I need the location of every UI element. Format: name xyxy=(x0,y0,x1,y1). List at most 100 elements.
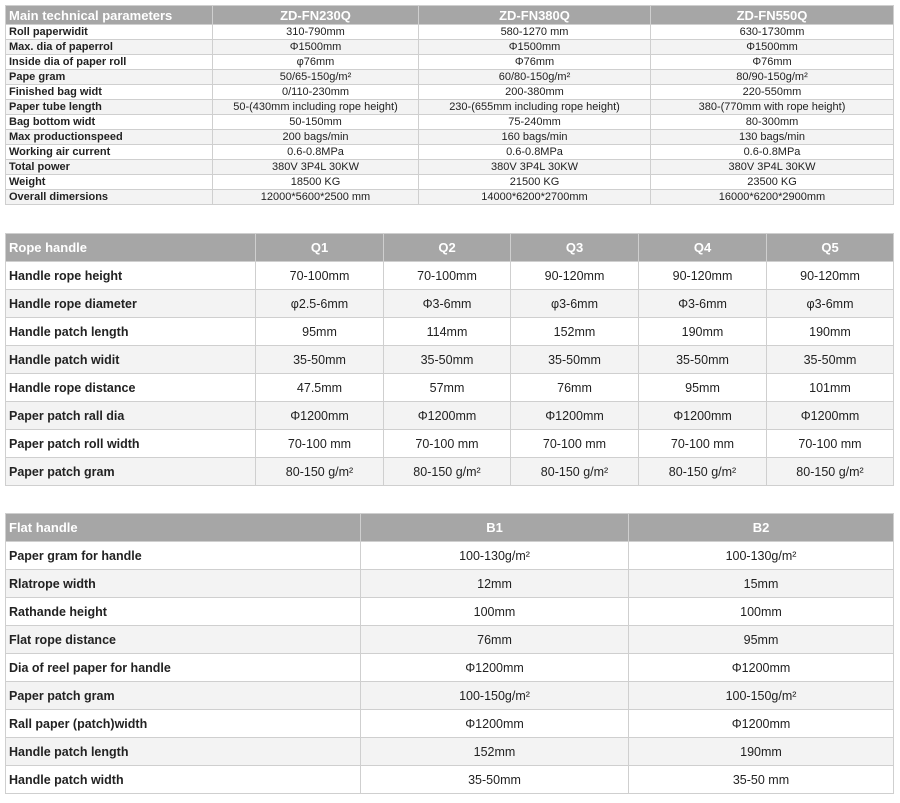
cell-value: 70-100 mm xyxy=(638,429,767,458)
cell-value: 47.5mm xyxy=(255,373,384,402)
cell-value: 12000*5600*2500 mm xyxy=(212,189,419,205)
header-row: Main technical parameters ZD-FN230Q ZD-FN3… xyxy=(5,5,894,25)
cell-value: 80-150 g/m² xyxy=(766,457,894,486)
cell-value: 310-790mm xyxy=(212,24,419,40)
row-label: Handle patch widit xyxy=(5,345,256,374)
cell-value: 100mm xyxy=(360,597,629,626)
column-header: Q1 xyxy=(255,233,384,262)
row-label: Handle patch length xyxy=(5,317,256,346)
column-header: ZD-FN550Q xyxy=(650,5,894,25)
cell-value: 200-380mm xyxy=(418,84,651,100)
cell-value: 35-50mm xyxy=(255,345,384,374)
table-row: Flat rope distance 76mm 95mm xyxy=(5,625,894,654)
row-label: Bag bottom widt xyxy=(5,114,213,130)
cell-value: 95mm xyxy=(628,625,894,654)
cell-value: Φ1200mm xyxy=(628,709,894,738)
table-row: Handle rope height 70-100mm 70-100mm 90-120… xyxy=(5,261,894,290)
cell-value: 0/110-230mm xyxy=(212,84,419,100)
cell-value: 80-150 g/m² xyxy=(638,457,767,486)
cell-value: 57mm xyxy=(383,373,511,402)
cell-value: 220-550mm xyxy=(650,84,894,100)
cell-value: Φ1500mm xyxy=(212,39,419,55)
column-header: Q4 xyxy=(638,233,767,262)
cell-value: 380V 3P4L 30KW xyxy=(650,159,894,175)
row-label: Paper gram for handle xyxy=(5,541,361,570)
cell-value: 35-50 mm xyxy=(628,765,894,794)
table-row: Paper tube length 50-(430mm including rop… xyxy=(5,99,894,115)
cell-value: 630-1730mm xyxy=(650,24,894,40)
row-label: Flat rope distance xyxy=(5,625,361,654)
cell-value: 230-(655mm including rope height) xyxy=(418,99,651,115)
table-row: Rall paper (patch)width Φ1200mm Φ1200mm xyxy=(5,709,894,738)
cell-value: 35-50mm xyxy=(766,345,894,374)
cell-value: Φ1200mm xyxy=(360,653,629,682)
row-label: Rlatrope width xyxy=(5,569,361,598)
cell-value: Φ1200mm xyxy=(383,401,511,430)
cell-value: 0.6-0.8MPa xyxy=(418,144,651,160)
cell-value: 152mm xyxy=(510,317,639,346)
row-label: Weight xyxy=(5,174,213,190)
row-label: Total power xyxy=(5,159,213,175)
cell-value: 80-150 g/m² xyxy=(510,457,639,486)
cell-value: Φ1200mm xyxy=(360,709,629,738)
cell-value: 16000*6200*2900mm xyxy=(650,189,894,205)
header-row: Rope handle Q1 Q2 Q3 Q4 Q5 xyxy=(5,233,894,262)
cell-value: 15mm xyxy=(628,569,894,598)
row-label: Paper patch gram xyxy=(5,457,256,486)
cell-value: 75-240mm xyxy=(418,114,651,130)
cell-value: 35-50mm xyxy=(383,345,511,374)
table-row: Paper gram for handle 100-130g/m² 100-130g… xyxy=(5,541,894,570)
rope-handle-table: Rope handle Q1 Q2 Q3 Q4 Q5 Handle rope height 7… xyxy=(5,233,894,486)
cell-value: 35-50mm xyxy=(638,345,767,374)
row-label: Dia of reel paper for handle xyxy=(5,653,361,682)
cell-value: 101mm xyxy=(766,373,894,402)
row-label: Handle rope height xyxy=(5,261,256,290)
table-row: Handle patch length 152mm 190mm xyxy=(5,737,894,766)
cell-value: Φ1500mm xyxy=(418,39,651,55)
row-label: Handle patch length xyxy=(5,737,361,766)
cell-value: Φ76mm xyxy=(418,54,651,70)
cell-value: 70-100mm xyxy=(255,261,384,290)
cell-value: Φ1200mm xyxy=(638,401,767,430)
table-row: Roll paperwidit 310-790mm 580-1270 mm 630-1… xyxy=(5,24,894,40)
row-label: Finished bag widt xyxy=(5,84,213,100)
cell-value: 100-150g/m² xyxy=(360,681,629,710)
column-header: Main technical parameters xyxy=(5,5,213,25)
column-header: Flat handle xyxy=(5,513,361,542)
column-header: ZD-FN230Q xyxy=(212,5,419,25)
table-row: Rathande height 100mm 100mm xyxy=(5,597,894,626)
cell-value: 35-50mm xyxy=(360,765,629,794)
cell-value: 21500 KG xyxy=(418,174,651,190)
table-row: Dia of reel paper for handle Φ1200mm Φ1200… xyxy=(5,653,894,682)
cell-value: 380V 3P4L 30KW xyxy=(418,159,651,175)
row-label: Working air current xyxy=(5,144,213,160)
cell-value: 76mm xyxy=(360,625,629,654)
row-label: Handle rope diameter xyxy=(5,289,256,318)
cell-value: 90-120mm xyxy=(766,261,894,290)
table-row: Inside dia of paper roll φ76mm Φ76mm Φ76mm xyxy=(5,54,894,70)
row-label: Rathande height xyxy=(5,597,361,626)
cell-value: 152mm xyxy=(360,737,629,766)
table-row: Rlatrope width 12mm 15mm xyxy=(5,569,894,598)
cell-value: 14000*6200*2700mm xyxy=(418,189,651,205)
cell-value: 95mm xyxy=(255,317,384,346)
cell-value: 70-100mm xyxy=(383,261,511,290)
cell-value: 50/65-150g/m² xyxy=(212,69,419,85)
cell-value: Φ1200mm xyxy=(255,401,384,430)
column-header: B2 xyxy=(628,513,894,542)
cell-value: 200 bags/min xyxy=(212,129,419,145)
cell-value: Φ3-6mm xyxy=(383,289,511,318)
header-row: Flat handle B1 B2 xyxy=(5,513,894,542)
cell-value: 23500 KG xyxy=(650,174,894,190)
cell-value: 80-300mm xyxy=(650,114,894,130)
cell-value: 580-1270 mm xyxy=(418,24,651,40)
cell-value: 80/90-150g/m² xyxy=(650,69,894,85)
row-label: Roll paperwidit xyxy=(5,24,213,40)
cell-value: 70-100 mm xyxy=(383,429,511,458)
row-label: Pape gram xyxy=(5,69,213,85)
table-row: Handle patch width 35-50mm 35-50 mm xyxy=(5,765,894,794)
cell-value: 76mm xyxy=(510,373,639,402)
cell-value: 190mm xyxy=(638,317,767,346)
cell-value: 100-150g/m² xyxy=(628,681,894,710)
cell-value: Φ3-6mm xyxy=(638,289,767,318)
